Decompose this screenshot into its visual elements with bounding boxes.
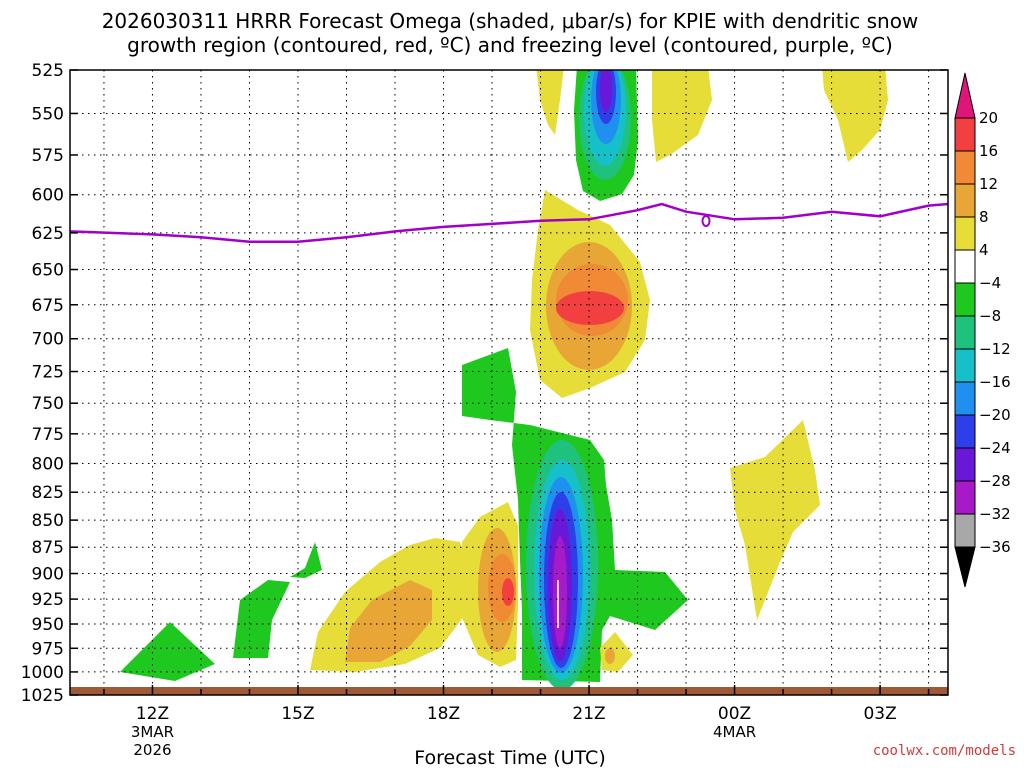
credit-text: coolwx.com/models [873,743,1016,759]
omega-upward-region-13z [120,622,215,681]
omega-upward-region-15z [233,580,290,658]
colorbar-bin [954,381,976,416]
y-tick-label: 775 [32,425,64,445]
x-tick-label: 00Z [718,704,751,724]
chart-title-line1: 2026030311 HRRR Forecast Omega (shaded, … [102,9,919,33]
y-tick-label: 675 [32,296,64,316]
y-tick-label: 575 [32,146,64,166]
colorbar-bin [954,249,976,284]
omega-sinking-region-upper-21z [536,70,564,135]
freezing-level-label-marker [701,215,711,227]
x-tick-label: 15Z [281,704,314,724]
colorbar-label: −16 [979,373,1011,391]
y-tick-label: 975 [32,639,64,659]
y-tick-label: 700 [32,330,64,350]
colorbar-bin [954,216,976,251]
y-tick-label: 875 [32,538,64,558]
omega-sinking-region-01z [730,420,820,620]
y-tick-label: 550 [32,104,64,124]
colorbar-label: −8 [979,307,1001,325]
omega-sinking-region-upper-02z [822,70,888,162]
colorbar-bin [954,150,976,185]
omega-sinking-contour-16 [556,291,624,325]
y-tick-label: 625 [32,224,64,244]
y-tick-label: 725 [32,363,64,383]
x-tick-label: 21Z [572,704,605,724]
omega-upward-contour-32 [553,536,567,648]
colorbar-bin [954,414,976,449]
x-tick-date: 4MAR [713,723,756,741]
terrain-band [70,687,948,695]
x-tick-label: 03Z [863,704,896,724]
colorbar-bin [954,282,976,317]
colorbar-label: −24 [979,439,1011,457]
colorbar-label: 12 [979,175,998,193]
x-tick-label: 12Z [136,704,169,724]
colorbar-bin [954,480,976,515]
colorbar-bin [954,183,976,218]
omega-sinking-22z-lower-contour-8 [605,648,615,664]
plot-area [70,70,948,695]
chart-title-line2: growth region (contoured, red, ºC) and f… [127,33,893,57]
y-tick-label: 525 [32,61,64,81]
colorbar-bin [954,513,976,548]
x-tick-date: 3MAR [131,723,174,741]
colorbar-bin [954,447,976,482]
y-tick-label: 950 [32,615,64,635]
y-tick-label: 850 [32,511,64,531]
y-tick-label: 900 [32,565,64,585]
plot-frame [69,69,949,696]
grid-lines [70,70,948,695]
y-tick-label: 800 [32,454,64,474]
y-tick-label: 750 [32,394,64,414]
y-tick-label: 825 [32,483,64,503]
colorbar-label: 8 [979,208,989,226]
colorbar-bin [954,117,976,152]
colorbar-label: −32 [979,505,1011,523]
colorbar-bottom-triangle [954,546,976,588]
y-axis: 525 550 575 600 625 650 675 700 725 750 775 800 825 8… [21,61,948,706]
x-axis-label: Forecast Time (UTC) [414,747,605,768]
colorbar-label: −20 [979,406,1011,424]
colorbar-label: −28 [979,472,1011,490]
y-tick-label: 650 [32,261,64,281]
y-tick-label: 925 [32,590,64,610]
colorbar-label: −12 [979,340,1011,358]
colorbar-label: 4 [979,241,989,259]
y-tick-label: 1000 [21,663,64,683]
colorbar-label: 20 [979,109,998,127]
omega-upward-upper-contour-28 [600,70,612,112]
omega-sinking-regions [310,70,888,672]
colorbar-label: −36 [979,538,1011,556]
omega-upward-regions [120,70,688,690]
x-tick-label: 18Z [427,704,460,724]
colorbar-bin [954,348,976,383]
omega-sinking-region-upper-23z [652,70,712,162]
colorbar: 20 16 12 8 4 −4 −8 −12 −16 −20 −24 −28 −32 −36 [954,72,1011,588]
y-tick-label: 600 [32,186,64,206]
colorbar-top-triangle [954,72,976,119]
colorbar-bin [954,315,976,350]
y-tick-label: 1025 [21,686,64,706]
colorbar-label: −4 [979,274,1001,292]
freezing-level-line [70,202,948,244]
x-tick-year: 2026 [133,741,171,759]
colorbar-label: 16 [979,142,998,160]
omega-upward-region-16z [290,542,322,578]
omega-sinking-17z-contour-8 [345,580,432,662]
omega-sinking-20z-contour-16 [502,578,514,606]
